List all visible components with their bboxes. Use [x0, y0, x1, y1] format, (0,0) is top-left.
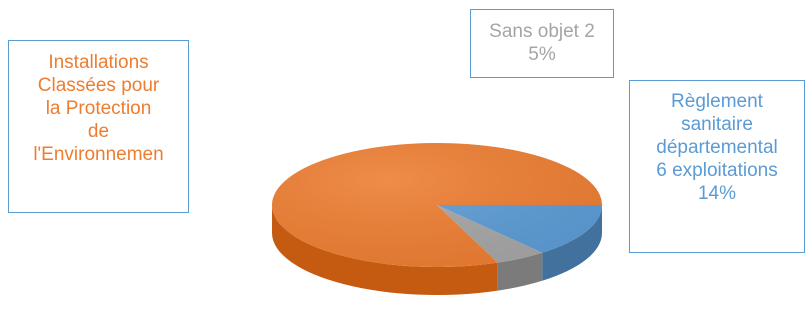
- slice-label-icpe: Installations Classées pour la Protectio…: [8, 40, 189, 213]
- slice-label-line: 6 exploitations: [656, 160, 778, 181]
- slice-label-line: de: [87, 121, 110, 142]
- slice-label-line: Classées pour: [37, 75, 160, 96]
- slice-label-line: Sans objet 2: [489, 21, 595, 42]
- slice-label-line: Installations: [48, 52, 149, 73]
- slice-label-sans-objet: Sans objet 2 5%: [470, 9, 614, 78]
- slice-label-line: 5%: [528, 44, 556, 65]
- slice-label-line: Règlement: [671, 91, 763, 112]
- slice-label-line: départemental: [656, 137, 778, 158]
- pie-top-shading: [272, 143, 602, 267]
- pie-tops: [272, 142, 602, 267]
- slice-label-line: l'Environnemen: [33, 144, 164, 165]
- slice-label-line: la Protection: [45, 98, 152, 119]
- slice-label-reglement-sanitaire: Règlement sanitaire départemental 6 expl…: [629, 80, 805, 253]
- pie-slice-side: [272, 205, 498, 295]
- slice-label-line: sanitaire: [681, 114, 753, 135]
- pie-slice-side: [497, 252, 543, 291]
- pie-slice-side: [542, 205, 602, 281]
- slice-label-line: 14%: [697, 183, 737, 204]
- pie-sides: [272, 205, 602, 295]
